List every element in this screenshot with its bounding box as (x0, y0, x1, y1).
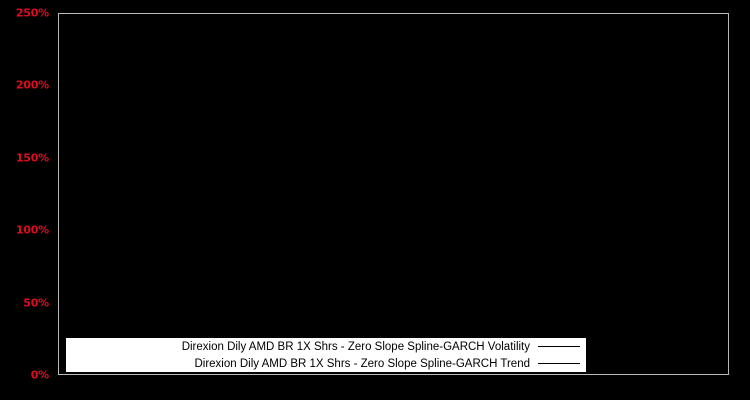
y-tick-label-0: 0% (30, 368, 49, 382)
legend-entry-trend: Direxion Dily AMD BR 1X Shrs - Zero Slop… (194, 355, 580, 372)
y-tick-label-4: 200% (15, 78, 49, 92)
legend-swatch-volatility (538, 346, 580, 347)
y-tick-label-1: 50% (23, 296, 49, 310)
legend-label-trend: Direxion Dily AMD BR 1X Shrs - Zero Slop… (194, 357, 530, 370)
y-tick-label-3: 150% (15, 151, 49, 165)
plot-area (58, 13, 729, 375)
y-tick-label-5: 250% (15, 6, 49, 20)
plot-frame (58, 13, 729, 375)
legend: Direxion Dily AMD BR 1X Shrs - Zero Slop… (66, 338, 586, 372)
legend-swatch-trend (538, 363, 580, 364)
y-tick-label-2: 100% (15, 223, 49, 237)
legend-entry-volatility: Direxion Dily AMD BR 1X Shrs - Zero Slop… (182, 338, 580, 355)
y-axis: 0% 50% 100% 150% 200% 250% (0, 0, 58, 400)
legend-label-volatility: Direxion Dily AMD BR 1X Shrs - Zero Slop… (181, 340, 530, 353)
